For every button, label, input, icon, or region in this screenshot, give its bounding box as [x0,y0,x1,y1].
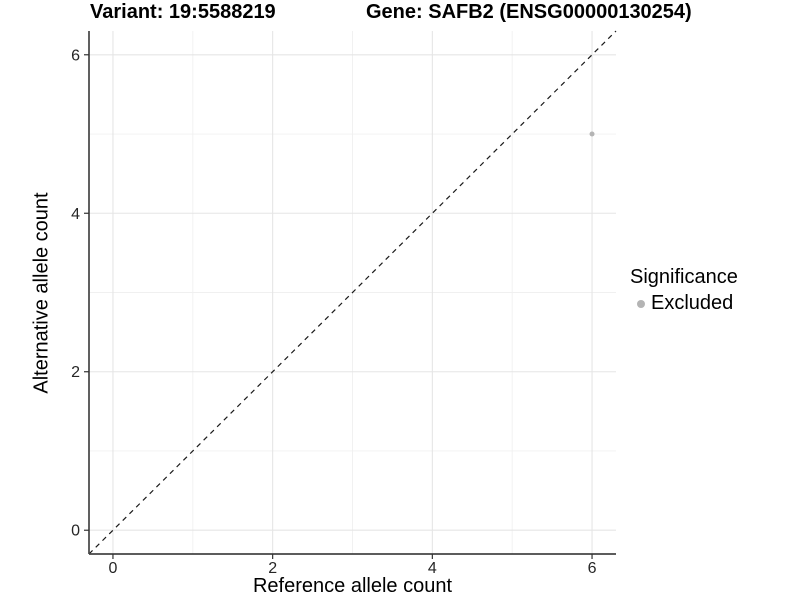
y-tick-label: 4 [71,206,80,223]
x-tick-label: 2 [268,560,277,577]
legend-title: Significance [630,266,738,288]
x-tick-label: 0 [109,560,118,577]
y-tick-label: 0 [71,523,80,540]
y-tick-label: 6 [71,47,80,64]
plot-title-gene: Gene: SAFB2 (ENSG00000130254) [366,1,692,23]
identity-line [88,30,617,555]
x-axis-title: Reference allele count [252,575,452,597]
x-tick-label: 4 [428,560,437,577]
plot-title-variant: Variant: 19:5588219 [90,1,276,23]
legend-entry-excluded: Excluded [628,292,738,315]
legend-entry-label: Excluded [651,292,734,314]
x-tick-label: 6 [588,560,597,577]
data-point [589,131,595,137]
legend-key-dot-icon [637,299,645,308]
legend: Significance Excluded [628,266,738,315]
y-axis-title: Alternative allele count [30,192,53,394]
y-tick-label: 2 [71,364,80,381]
